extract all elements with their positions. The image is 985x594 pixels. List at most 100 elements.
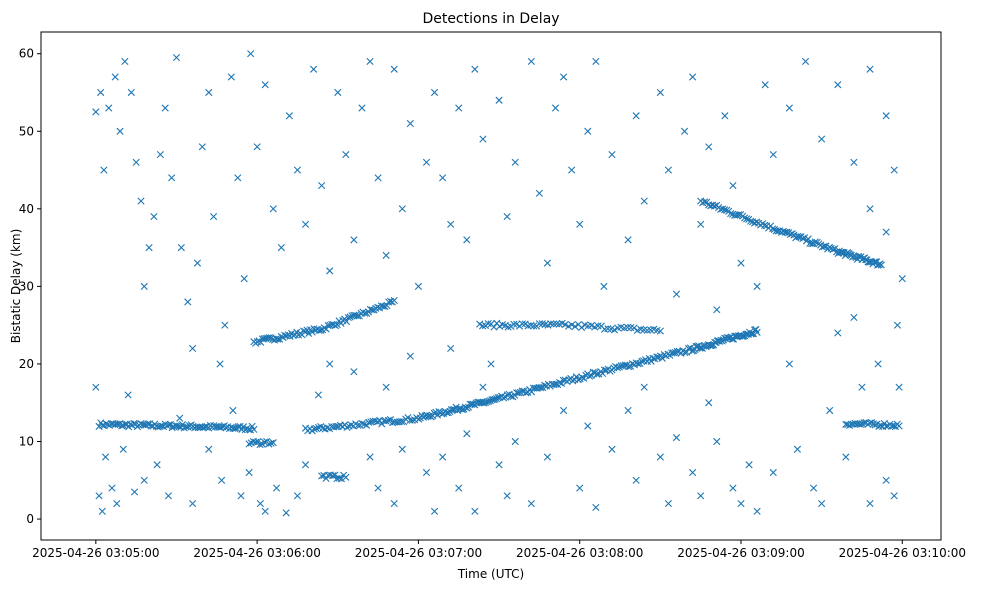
detection-point: [245, 468, 253, 477]
detection-point: [882, 228, 890, 236]
detection-point: [818, 135, 826, 143]
detection-point: [189, 344, 197, 353]
detection-point: [113, 499, 121, 508]
detection-point: [101, 453, 110, 461]
track-4-point: [478, 322, 487, 330]
track-6-point: [889, 422, 898, 430]
detection-point: [866, 205, 874, 213]
x-axis: 2025-04-26 03:05:00 2025-04-26 03:06:00 20…: [32, 540, 966, 560]
detection-point: [455, 484, 463, 492]
track-3-point: [386, 415, 395, 424]
detection-point: [656, 88, 664, 97]
detection-point: [398, 445, 406, 453]
detection-point: [153, 461, 161, 469]
detection-point: [374, 174, 382, 182]
detection-point: [511, 437, 519, 446]
detection-point: [455, 104, 463, 112]
detection-point: [318, 181, 326, 190]
detection-point: [487, 360, 495, 368]
detection-point: [116, 127, 124, 135]
track-3-point: [408, 416, 416, 424]
track-4-point: [518, 320, 526, 328]
track-3-point: [613, 364, 622, 372]
detection-point: [209, 212, 218, 221]
track-3-point: [574, 376, 582, 384]
track-4-point: [552, 320, 561, 328]
detection-point: [140, 476, 148, 484]
detection-point: [858, 383, 866, 391]
detection-point: [121, 57, 129, 66]
track-3-point: [518, 387, 526, 395]
detection-point: [358, 104, 366, 112]
detection-point: [503, 212, 511, 221]
detection-point: [293, 166, 302, 174]
track-5-point: [877, 261, 885, 269]
track-8-point: [267, 439, 275, 447]
detection-point: [127, 88, 135, 97]
detection-point: [543, 453, 552, 461]
detection-point: [342, 150, 350, 159]
track-5-point: [769, 225, 777, 233]
detection-point: [559, 73, 568, 81]
detection-point: [471, 65, 479, 73]
detection-point: [511, 158, 519, 166]
track-3-point: [552, 380, 560, 388]
detection-point: [301, 461, 310, 469]
detection-point: [439, 453, 447, 461]
detection-point: [737, 259, 745, 267]
detection-point: [503, 492, 511, 500]
track-3-point: [373, 418, 382, 426]
detection-point: [479, 383, 487, 391]
track-4-point: [550, 320, 558, 328]
y-axis-label: Bistatic Delay (km): [9, 229, 23, 344]
detection-point: [721, 112, 729, 120]
detection-point: [193, 259, 202, 267]
detection-point: [282, 509, 290, 517]
track-1-point: [178, 420, 187, 429]
detection-point: [218, 476, 226, 484]
detection-point: [608, 445, 616, 453]
detection-point: [95, 492, 103, 500]
detection-point: [189, 499, 197, 508]
track-4-point: [623, 323, 632, 331]
detection-point: [285, 112, 293, 120]
detection-point: [761, 81, 769, 89]
detection-point: [414, 282, 423, 290]
track-3-point: [354, 421, 362, 429]
track-4-point: [594, 322, 602, 330]
track-3-point: [684, 344, 693, 353]
track-3-point: [634, 360, 642, 368]
track-5-point: [829, 245, 837, 254]
track-3-point: [382, 417, 390, 425]
track-5-point: [719, 205, 727, 213]
detection-point: [769, 150, 777, 159]
detection-point: [672, 290, 681, 298]
detection-point: [390, 65, 398, 73]
track-3-point: [312, 424, 321, 433]
x-tick-label: 2025-04-26 03:09:00: [677, 546, 804, 560]
detection-point: [874, 360, 882, 368]
detection-point: [326, 360, 334, 368]
track-2-point: [353, 312, 362, 320]
detection-point: [592, 57, 600, 66]
track-4-point: [484, 319, 492, 328]
detection-point: [866, 499, 874, 508]
detection-point: [350, 368, 358, 376]
track-8-point: [252, 438, 260, 446]
track-3-point: [658, 354, 666, 362]
detection-point: [543, 259, 552, 267]
detection-point: [689, 73, 697, 81]
track-6-point: [860, 419, 868, 427]
track-4-point: [571, 322, 579, 331]
detection-point: [261, 507, 269, 515]
detection-point: [842, 453, 850, 461]
detection-point: [898, 275, 906, 283]
detection-point: [576, 220, 584, 228]
detection-point: [584, 127, 592, 135]
track-7-point: [318, 472, 326, 480]
detection-point: [366, 453, 374, 461]
detection-point: [161, 104, 169, 112]
track-3-point: [503, 391, 511, 399]
detection-point: [176, 414, 184, 422]
track-3-point: [323, 424, 331, 432]
